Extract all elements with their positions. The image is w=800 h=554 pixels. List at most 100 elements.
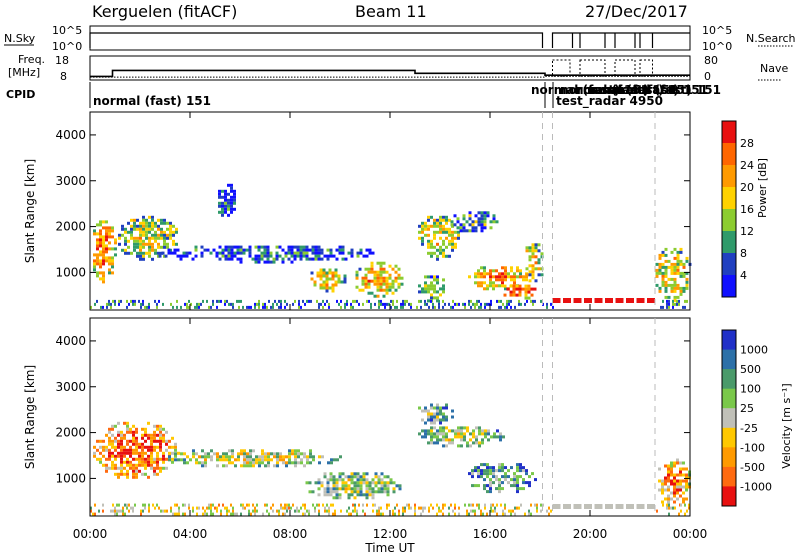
vel-cells-ground-cell bbox=[420, 512, 422, 516]
power-cells-cell bbox=[682, 286, 686, 290]
power-cells-cell bbox=[281, 248, 285, 252]
power-cells-cell bbox=[459, 226, 463, 230]
power-cells-cell bbox=[127, 221, 130, 225]
vel-cells-cell bbox=[150, 448, 153, 452]
power-cells-cell bbox=[233, 251, 237, 255]
vel-cells-ground-cell bbox=[494, 506, 496, 510]
vel-cells-cell bbox=[329, 493, 333, 497]
vel-cells-ground-cell bbox=[210, 509, 212, 513]
power-cells-cell bbox=[394, 279, 398, 283]
power-cells-cell bbox=[118, 242, 121, 246]
vel-cells-cell bbox=[436, 438, 439, 442]
vel-cells-cell bbox=[336, 458, 339, 462]
vel-cells-cell bbox=[102, 448, 105, 452]
power-cells-ground-cell bbox=[262, 302, 264, 306]
power-cells-cell bbox=[329, 251, 333, 255]
vel-cells-cell bbox=[436, 406, 439, 410]
vel-cells-ground-cell bbox=[432, 506, 434, 510]
vel-cells-cell bbox=[442, 415, 445, 419]
power-cells-cell bbox=[673, 295, 677, 299]
power-cells-cell bbox=[364, 285, 368, 289]
power-cells-ground-cell bbox=[172, 305, 174, 309]
power-cells-ground-cell bbox=[490, 302, 492, 306]
power-cells-cell bbox=[172, 233, 175, 237]
power-cells-cell bbox=[676, 268, 680, 272]
power-cells-cell bbox=[448, 242, 451, 246]
vel-cells-ground-cell bbox=[220, 509, 222, 513]
power-cells-cell bbox=[331, 271, 335, 275]
power-cells-ground-cell bbox=[286, 302, 288, 306]
power-cells-cell bbox=[331, 274, 335, 278]
vel-cells-cell bbox=[162, 451, 165, 455]
power-cells-cell bbox=[459, 223, 463, 227]
vel-cells-cell bbox=[150, 463, 153, 467]
vel-cells-cell bbox=[156, 460, 159, 464]
vel-cells-ground-cell bbox=[304, 503, 306, 507]
power-cells-cell bbox=[495, 269, 498, 273]
velocity-ylabel: Slant Range [km] bbox=[23, 365, 37, 469]
power-cells-cell bbox=[96, 259, 99, 263]
vel-cells-cell bbox=[495, 475, 498, 479]
power-cells-cell bbox=[492, 220, 496, 224]
power-cells-cell bbox=[512, 290, 516, 294]
power-cells-cell bbox=[498, 278, 501, 282]
vel-cells-cell bbox=[492, 475, 495, 479]
power-cells-ground-cell bbox=[420, 305, 422, 309]
power-cells-cell bbox=[121, 233, 124, 237]
power-cells-ground-cell bbox=[678, 299, 680, 303]
power-cells-ground-cell bbox=[280, 302, 282, 306]
vel-cells-cell bbox=[516, 466, 519, 470]
power-cells-cell bbox=[278, 254, 282, 258]
power-cells-cell bbox=[477, 211, 481, 215]
vel-cells-cell bbox=[445, 403, 448, 407]
power-cells-cell bbox=[169, 236, 172, 240]
vel-cells-cell bbox=[243, 452, 246, 456]
power-cells-cell bbox=[142, 230, 145, 234]
vel-cells-cell bbox=[270, 458, 273, 462]
vel-cells-cell bbox=[424, 409, 427, 413]
vel-cells-ground-cell bbox=[334, 512, 336, 516]
vel-cells-cell bbox=[392, 490, 396, 494]
power-cells-cell bbox=[102, 271, 105, 275]
power-cells-cell bbox=[164, 254, 168, 258]
power-cells-ground-cell bbox=[498, 299, 500, 303]
power-cells-cell bbox=[388, 285, 392, 289]
vel-cells-cell bbox=[442, 435, 445, 439]
power-cells-cell bbox=[661, 265, 665, 269]
power-cells-ground-cell bbox=[112, 299, 114, 303]
power-cells-cell bbox=[483, 281, 486, 285]
vel-cells-ground-cell bbox=[352, 509, 354, 513]
power-cells-cell bbox=[218, 195, 221, 199]
vel-cells-cell bbox=[255, 461, 258, 465]
power-cells-cell bbox=[480, 223, 484, 227]
power-cells-cell bbox=[299, 248, 303, 252]
power-cells-ground-cell bbox=[198, 305, 200, 309]
power-cells-cell bbox=[319, 274, 323, 278]
power-cells-cell bbox=[448, 227, 451, 231]
power-cells-cell bbox=[335, 248, 339, 252]
vel-cells-ground-cell bbox=[322, 503, 324, 507]
power-cells-cell bbox=[486, 284, 489, 288]
power-cells-cell bbox=[172, 239, 175, 243]
vel-cells-ground-cell bbox=[232, 512, 234, 516]
vel-cells-ground-cell bbox=[176, 503, 178, 507]
vel-cells-ground-cell bbox=[286, 509, 288, 513]
vel-cells-cell bbox=[168, 445, 171, 449]
vel-cells-cell bbox=[267, 452, 270, 456]
vel-cells-cell bbox=[442, 432, 445, 436]
vel-cells-cell bbox=[141, 448, 144, 452]
power-cells-cell bbox=[436, 299, 439, 303]
vel-cells-cell bbox=[493, 435, 496, 439]
vel-cells-ground-cell bbox=[140, 509, 142, 513]
power-cells-cell bbox=[224, 254, 228, 258]
power-cells-ground-cell bbox=[354, 299, 356, 303]
power-cells-cell bbox=[310, 277, 314, 281]
power-cells-ground-cell bbox=[264, 305, 266, 309]
vel-cells-cell bbox=[445, 415, 448, 419]
vel-cells-ground-cell bbox=[296, 509, 298, 513]
vel-cells-ground-cell bbox=[504, 506, 506, 510]
power-cells-cell bbox=[433, 290, 436, 294]
vel-cells-cell bbox=[147, 436, 150, 440]
vel-cells-cell bbox=[210, 458, 213, 462]
x-tick-label-4: 16:00 bbox=[473, 527, 508, 541]
